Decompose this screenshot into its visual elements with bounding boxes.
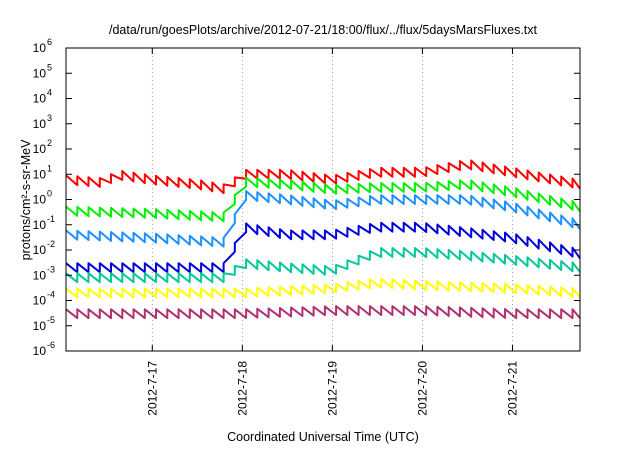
- y-tick-exponent: 3: [47, 113, 52, 123]
- y-tick-label: 10: [33, 92, 47, 106]
- y-tick-label: 10: [33, 319, 47, 333]
- x-tick-label: 2012-7-18: [235, 361, 249, 416]
- y-tick-label: 10: [33, 167, 47, 181]
- grid-lines: [151, 48, 513, 351]
- y-tick-label: 10: [33, 193, 47, 207]
- series-line-5: [65, 277, 581, 299]
- x-tick-label: 2012-7-17: [145, 361, 159, 416]
- x-tick-label: 2012-7-19: [325, 361, 339, 416]
- series-line-1: [65, 176, 581, 223]
- series-line-4: [65, 247, 581, 284]
- y-tick-label: 10: [33, 117, 47, 131]
- x-tick-label: 2012-7-20: [415, 361, 429, 416]
- y-tick-exponent: 6: [47, 37, 52, 47]
- y-tick-exponent: -2: [47, 239, 55, 249]
- y-tick-exponent: 1: [47, 163, 52, 173]
- y-tick-label: 10: [33, 344, 47, 358]
- y-tick-label: 10: [33, 243, 47, 257]
- y-tick-label: 10: [33, 41, 47, 55]
- series-line-2: [65, 190, 581, 248]
- y-tick-label: 10: [33, 66, 47, 80]
- y-tick-label: 10: [33, 218, 47, 232]
- y-tick-exponent: 0: [47, 189, 52, 199]
- y-tick-exponent: -3: [47, 264, 55, 274]
- series-line-6: [65, 305, 581, 320]
- y-tick-exponent: 5: [47, 62, 52, 72]
- x-tick-label: 2012-7-21: [505, 361, 519, 416]
- series-line-0: [65, 159, 581, 195]
- y-tick-exponent: -5: [47, 315, 55, 325]
- y-tick-label: 10: [33, 294, 47, 308]
- y-axis: 10 -610 -510 -410 -310 -210 -110 010 110 210 310 41…: [33, 37, 580, 358]
- y-axis-label: protons/cm²-s-sr-MeV: [19, 139, 33, 261]
- series-line-3: [65, 221, 581, 274]
- y-tick-exponent: -1: [47, 214, 55, 224]
- y-tick-label: 10: [33, 268, 47, 282]
- x-axis: 2012-7-17 2012-7-18 2012-7-19 2012-7-20 2012…: [145, 48, 519, 416]
- y-tick-exponent: 2: [47, 138, 52, 148]
- x-axis-label: Coordinated Universal Time (UTC): [227, 430, 419, 444]
- y-tick-exponent: 4: [47, 88, 52, 98]
- series-group: [65, 159, 581, 320]
- chart-title: /data/run/goesPlots/archive/2012-07-21/1…: [109, 23, 538, 37]
- y-tick-exponent: -4: [47, 290, 55, 300]
- y-tick-exponent: -6: [47, 340, 55, 350]
- y-tick-label: 10: [33, 142, 47, 156]
